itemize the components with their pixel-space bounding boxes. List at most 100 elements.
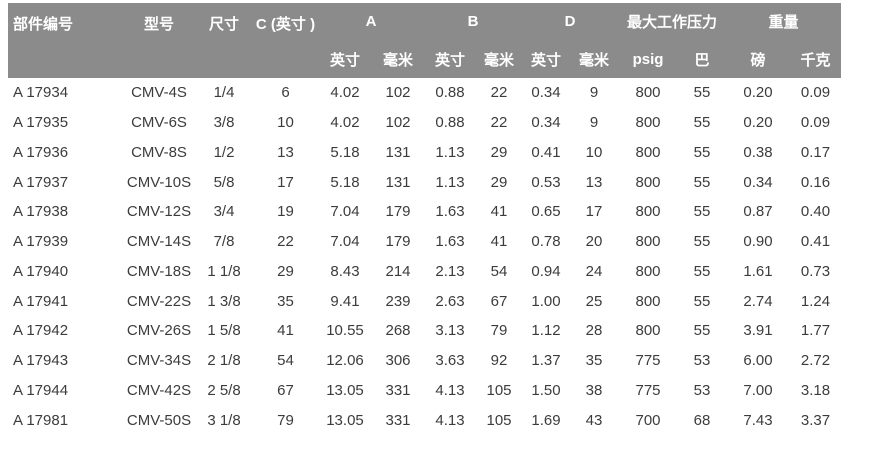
col-header-d: D [522, 3, 618, 40]
header-row-units: 英寸 毫米 英寸 毫米 英寸 毫米 psig 巴 磅 千克 [8, 40, 842, 78]
header-row-main: 部件编号 型号 尺寸 C (英寸 ) A B D 最大工作压力 重量 [8, 3, 842, 78]
table-header: 部件编号 型号 尺寸 C (英寸 ) A B D 最大工作压力 重量 英寸 毫米… [8, 3, 842, 78]
cell-a-inches: 8.43 [330, 262, 360, 280]
cell-model: CMV-26S [126, 322, 192, 340]
cell-pounds: 7.43 [743, 411, 773, 429]
cell-kg: 0.09 [800, 114, 831, 132]
cell-kg: 0.40 [800, 203, 831, 221]
cell-d-inches: 0.78 [531, 233, 561, 251]
cell-c-inches: 54 [277, 352, 294, 370]
cell-d-inches: 1.50 [531, 381, 561, 399]
cell-d-inches: 0.34 [531, 84, 561, 102]
cell-a-inches: 4.02 [330, 114, 360, 132]
cell-d-inches: 1.37 [531, 352, 561, 370]
subheader-d-mm: 毫米 [570, 40, 618, 78]
cell-model: CMV-8S [131, 143, 187, 161]
cell-b-mm: 54 [490, 262, 508, 280]
cell-model: CMV-12S [126, 203, 192, 221]
table-row: A 17942 CMV-26S 1 5/8 41 10.55 268 3.13 79 1.12 2… [8, 316, 841, 346]
table-row: A 17941 CMV-22S 1 3/8 35 9.41 239 2.63 67 1.00 25… [8, 286, 841, 316]
subheader-psig: psig [618, 40, 678, 78]
cell-d-inches: 0.65 [531, 203, 561, 221]
cell-part-number: A 17938 [13, 203, 69, 221]
cell-d-mm: 43 [585, 411, 603, 429]
cell-psig: 800 [635, 262, 661, 280]
cell-a-inches: 10.55 [326, 322, 364, 340]
cell-c-inches: 67 [277, 381, 294, 399]
cell-b-mm: 41 [490, 203, 508, 221]
cell-d-mm: 25 [585, 292, 603, 310]
cell-bar: 55 [693, 292, 711, 310]
valve-spec-table: 部件编号 型号 尺寸 C (英寸 ) A B D 最大工作压力 重量 英寸 毫米… [8, 3, 842, 435]
cell-part-number: A 17936 [13, 143, 69, 161]
cell-a-mm: 179 [385, 203, 411, 221]
cell-a-mm: 214 [385, 262, 411, 280]
cell-b-inches: 0.88 [435, 84, 465, 102]
subheader-pounds: 磅 [726, 40, 791, 78]
cell-c-inches: 10 [277, 114, 294, 132]
table-row: A 17934 CMV-4S 1/4 6 4.02 102 0.88 22 0.34 9 800 55… [8, 78, 841, 108]
cell-d-inches: 1.69 [531, 411, 561, 429]
cell-pounds: 0.38 [743, 143, 773, 161]
cell-b-mm: 79 [490, 322, 508, 340]
cell-a-inches: 7.04 [330, 233, 360, 251]
table-row: A 17937 CMV-10S 5/8 17 5.18 131 1.13 29 0.53 13 80… [8, 167, 841, 197]
cell-a-mm: 306 [385, 352, 411, 370]
cell-kg: 0.17 [800, 143, 831, 161]
cell-bar: 55 [693, 173, 711, 191]
cell-b-inches: 1.13 [435, 173, 465, 191]
cell-bar: 55 [693, 233, 711, 251]
cell-model: CMV-10S [126, 173, 192, 191]
cell-kg: 0.09 [800, 84, 831, 102]
subheader-b-inches: 英寸 [424, 40, 476, 78]
cell-kg: 0.41 [800, 233, 831, 251]
cell-part-number: A 17934 [13, 84, 69, 102]
cell-b-inches: 3.63 [435, 352, 465, 370]
cell-model: CMV-34S [126, 352, 192, 370]
cell-bar: 55 [693, 84, 711, 102]
cell-d-inches: 0.94 [531, 262, 561, 280]
col-header-part-number: 部件编号 [8, 3, 123, 78]
cell-c-inches: 17 [277, 173, 294, 191]
cell-b-inches: 4.13 [435, 411, 465, 429]
cell-a-mm: 331 [385, 411, 411, 429]
cell-size: 1 1/8 [207, 262, 241, 280]
subheader-b-mm: 毫米 [476, 40, 522, 78]
cell-a-inches: 13.05 [326, 411, 364, 429]
cell-pounds: 1.61 [743, 262, 773, 280]
cell-d-mm: 20 [585, 233, 603, 251]
cell-b-inches: 0.88 [435, 114, 465, 132]
cell-model: CMV-14S [126, 233, 192, 251]
cell-model: CMV-6S [131, 114, 187, 132]
table-row: A 17936 CMV-8S 1/2 13 5.18 131 1.13 29 0.41 10 800… [8, 138, 841, 168]
cell-kg: 3.37 [800, 411, 831, 429]
table-row: A 17939 CMV-14S 7/8 22 7.04 179 1.63 41 0.78 20 80… [8, 227, 841, 257]
cell-a-mm: 102 [385, 114, 411, 132]
cell-psig: 800 [635, 322, 661, 340]
cell-b-inches: 4.13 [435, 381, 465, 399]
cell-d-inches: 0.41 [531, 143, 561, 161]
col-header-c-inches: C (英寸 ) [253, 3, 318, 78]
cell-part-number: A 17944 [13, 381, 69, 399]
cell-psig: 800 [635, 292, 661, 310]
cell-b-inches: 1.63 [435, 203, 465, 221]
cell-part-number: A 17939 [13, 233, 69, 251]
cell-pounds: 0.34 [743, 173, 773, 191]
cell-model: CMV-4S [131, 84, 187, 102]
cell-part-number: A 17943 [13, 352, 69, 370]
col-header-a: A [318, 3, 424, 40]
cell-part-number: A 17935 [13, 114, 69, 132]
cell-size: 2 1/8 [207, 352, 241, 370]
cell-psig: 800 [635, 143, 661, 161]
cell-d-inches: 0.53 [531, 173, 561, 191]
cell-d-mm: 10 [585, 143, 603, 161]
cell-kg: 2.72 [800, 352, 831, 370]
subheader-a-inches: 英寸 [318, 40, 372, 78]
cell-a-inches: 12.06 [326, 352, 364, 370]
cell-kg: 0.73 [800, 262, 831, 280]
table-row: A 17944 CMV-42S 2 5/8 67 13.05 331 4.13 105 1.50… [8, 376, 841, 406]
col-header-model: 型号 [123, 3, 195, 78]
cell-pounds: 2.74 [743, 292, 773, 310]
cell-pounds: 7.00 [743, 381, 773, 399]
cell-a-inches: 5.18 [330, 173, 360, 191]
